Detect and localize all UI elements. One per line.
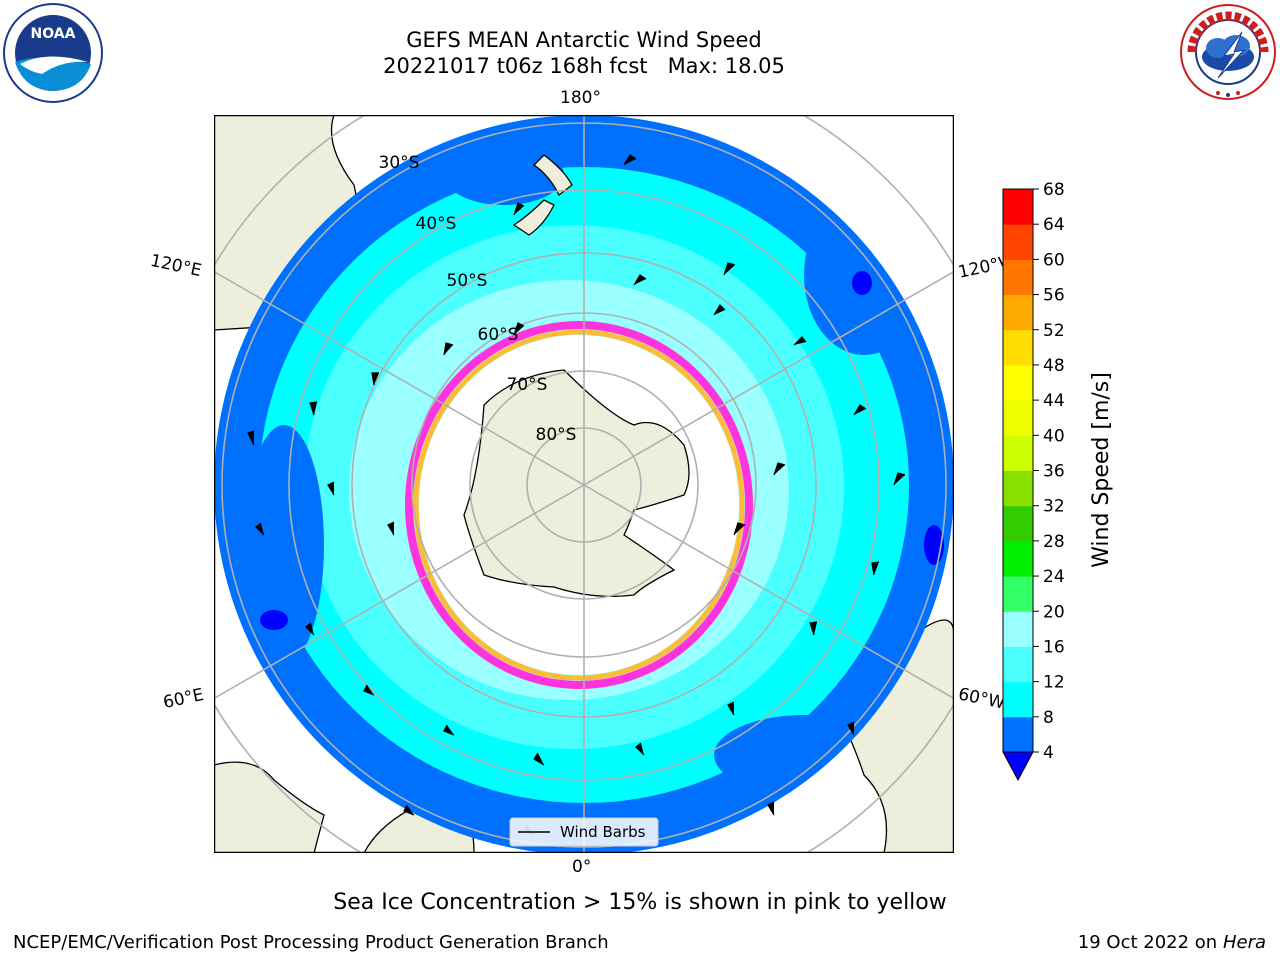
colorbar-tick-label: 24 (1043, 567, 1065, 587)
noaa-logo-icon: NOAA (3, 3, 103, 103)
wind-patch (244, 425, 324, 665)
colorbar-segments (1003, 189, 1033, 753)
sea-ice-edge (405, 321, 753, 689)
colorbar-segment (1003, 435, 1033, 471)
lat-label-30s: 30°S (379, 153, 420, 173)
lon-label-0: 0° (572, 857, 592, 877)
colorbar-segment (1003, 716, 1033, 753)
colorbar-label: Wind Speed [m/s] (1089, 372, 1114, 568)
colorbar-segment (1003, 400, 1033, 436)
title-line-1: GEFS MEAN Antarctic Wind Speed (406, 28, 762, 52)
wind-barbs (247, 154, 906, 836)
colorbar-segment (1003, 364, 1033, 401)
map-legend: Wind Barbs (509, 817, 659, 847)
colorbar-tick-label: 64 (1043, 215, 1065, 235)
colorbar-tick-label: 36 (1043, 462, 1065, 482)
colorbar-tick-label: 16 (1043, 637, 1065, 657)
wind-patch-strong (260, 610, 288, 630)
lat-label-50s: 50°S (447, 271, 488, 291)
colorbar-segment (1003, 681, 1033, 718)
colorbar-tick-label: 12 (1043, 673, 1065, 693)
colorbar-tick-label: 32 (1043, 497, 1065, 517)
lon-label-60e: 60°E (161, 684, 206, 714)
graticule (214, 115, 954, 853)
colorbar-tick-label: 28 (1043, 532, 1065, 552)
map-subtitle: Sea Ice Concentration > 15% is shown in … (333, 890, 947, 915)
footer-host: Hera (1222, 932, 1266, 953)
colorbar-tick-label: 20 (1043, 602, 1065, 622)
lon-label-120e: 120°E (148, 250, 204, 282)
colorbar-tick-label: 48 (1043, 356, 1065, 376)
colorbar-tick-label: 60 (1043, 250, 1065, 270)
colorbar-segment (1003, 576, 1033, 612)
colorbar-segment (1003, 540, 1033, 577)
lat-label-40s: 40°S (416, 214, 457, 234)
colorbar-under-arrow (1002, 751, 1034, 782)
legend-label-wind-barbs: Wind Barbs (560, 823, 646, 841)
colorbar-segment (1003, 646, 1033, 683)
footer-date-text: 19 Oct 2022 on (1077, 932, 1223, 953)
colorbar-segment (1003, 505, 1033, 542)
title-line-2: 20221017 t06z 168h fcst Max: 18.05 (383, 54, 785, 78)
colorbar-segment (1003, 611, 1033, 647)
colorbar-tick-label: 52 (1043, 321, 1065, 341)
colorbar-tick-label: 68 (1043, 180, 1065, 200)
colorbar-tick-label: 40 (1043, 426, 1065, 446)
colorbar-tick-label: 44 (1043, 391, 1065, 411)
sea-ice-edge-inner (413, 329, 745, 681)
polar-map: 30°S 40°S 50°S 60°S 70°S 80°S Wind Barbs (214, 115, 954, 853)
land-africa (214, 761, 325, 853)
colorbar-segment (1003, 470, 1033, 507)
land-new-zealand (512, 154, 573, 236)
colorbar-segment (1003, 294, 1033, 331)
footer-date: 19 Oct 2022 on Hera (1078, 932, 1266, 953)
nws-logo-icon (1180, 4, 1276, 100)
lat-label-80s: 80°S (536, 425, 577, 445)
wind-patch (444, 145, 564, 205)
colorbar-segment (1003, 329, 1033, 366)
colorbar-segment (1003, 189, 1033, 225)
lat-label-70s: 70°S (507, 375, 548, 395)
colorbar-tick-label: 8 (1043, 708, 1054, 728)
wind-patch-strong (852, 271, 872, 295)
chart-title: GEFS MEAN Antarctic Wind Speed 20221017 … (214, 27, 954, 79)
land-antarctica (463, 369, 690, 598)
colorbar-segment (1003, 224, 1033, 260)
colorbar-tick-label: 56 (1043, 286, 1065, 306)
lat-label-60s: 60°S (478, 325, 519, 345)
lon-label-180: 180° (560, 88, 601, 108)
map-border (214, 115, 954, 853)
colorbar-tick-label: 4 (1043, 743, 1054, 763)
footer-credit: NCEP/EMC/Verification Post Processing Pr… (13, 932, 609, 953)
noaa-logo-text: NOAA (31, 26, 76, 42)
colorbar-segment (1003, 259, 1033, 296)
